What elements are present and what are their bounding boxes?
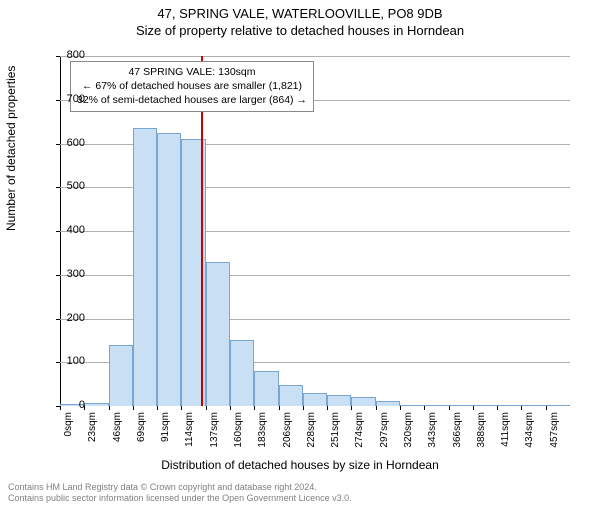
x-tick-label: 137sqm — [209, 412, 220, 462]
annotation-box: 47 SPRING VALE: 130sqm ← 67% of detached… — [70, 61, 314, 112]
histogram-bar — [84, 403, 108, 407]
footer-line1: Contains HM Land Registry data © Crown c… — [8, 482, 352, 493]
histogram-bar — [351, 397, 375, 406]
page-title-address: 47, SPRING VALE, WATERLOOVILLE, PO8 9DB — [0, 6, 600, 21]
histogram-bar — [473, 405, 497, 406]
y-tick-label: 400 — [55, 224, 85, 236]
x-tick-mark — [206, 406, 207, 410]
x-tick-mark — [157, 406, 158, 410]
y-tick-label: 500 — [55, 180, 85, 192]
x-tick-mark — [230, 406, 231, 410]
y-tick-label: 700 — [55, 93, 85, 105]
histogram-bar — [279, 385, 303, 406]
x-tick-label: 228sqm — [306, 412, 317, 462]
x-tick-label: 46sqm — [112, 412, 123, 462]
x-tick-mark — [181, 406, 182, 410]
x-tick-label: 320sqm — [403, 412, 414, 462]
x-tick-mark — [133, 406, 134, 410]
x-tick-label: 0sqm — [63, 412, 74, 462]
x-tick-mark — [109, 406, 110, 410]
page-title-subtitle: Size of property relative to detached ho… — [0, 23, 600, 38]
x-tick-mark — [254, 406, 255, 410]
x-tick-label: 160sqm — [233, 412, 244, 462]
y-tick-label: 0 — [55, 399, 85, 411]
annotation-line1: 47 SPRING VALE: 130sqm — [77, 65, 307, 79]
x-tick-label: 251sqm — [330, 412, 341, 462]
x-tick-mark — [449, 406, 450, 410]
histogram-bar — [109, 345, 133, 406]
x-tick-label: 206sqm — [282, 412, 293, 462]
x-tick-label: 183sqm — [257, 412, 268, 462]
x-tick-label: 411sqm — [500, 412, 511, 462]
annotation-line2: ← 67% of detached houses are smaller (1,… — [77, 79, 307, 93]
y-tick-label: 300 — [55, 268, 85, 280]
histogram-bar — [376, 401, 400, 406]
x-tick-mark — [546, 406, 547, 410]
x-tick-mark — [327, 406, 328, 410]
histogram-bar — [497, 405, 521, 406]
x-tick-label: 343sqm — [427, 412, 438, 462]
y-tick-label: 800 — [55, 49, 85, 61]
histogram-bar — [254, 371, 278, 406]
x-tick-label: 297sqm — [379, 412, 390, 462]
x-tick-mark — [303, 406, 304, 410]
histogram-bar — [327, 395, 351, 406]
x-tick-label: 366sqm — [452, 412, 463, 462]
histogram-bar — [521, 405, 545, 406]
histogram-bar — [424, 405, 448, 406]
x-tick-mark — [351, 406, 352, 410]
gridline — [60, 56, 570, 57]
histogram-bar — [303, 393, 327, 406]
y-tick-label: 100 — [55, 355, 85, 367]
x-tick-label: 388sqm — [476, 412, 487, 462]
footer-attribution: Contains HM Land Registry data © Crown c… — [8, 482, 352, 504]
x-tick-label: 274sqm — [354, 412, 365, 462]
x-tick-mark — [279, 406, 280, 410]
x-tick-label: 69sqm — [136, 412, 147, 462]
histogram-bar — [157, 133, 181, 406]
y-tick-label: 200 — [55, 312, 85, 324]
x-tick-label: 457sqm — [549, 412, 560, 462]
histogram-bar — [230, 340, 254, 406]
x-tick-mark — [497, 406, 498, 410]
annotation-line3: 32% of semi-detached houses are larger (… — [77, 93, 307, 107]
x-tick-label: 114sqm — [184, 412, 195, 462]
histogram-bar — [400, 405, 424, 406]
y-tick-label: 600 — [55, 137, 85, 149]
x-tick-label: 91sqm — [160, 412, 171, 462]
x-tick-label: 23sqm — [87, 412, 98, 462]
x-tick-label: 434sqm — [524, 412, 535, 462]
x-tick-mark — [376, 406, 377, 410]
histogram-bar — [449, 405, 473, 406]
x-tick-mark — [473, 406, 474, 410]
histogram-bar — [206, 262, 230, 406]
y-axis-label: Number of detached properties — [4, 66, 18, 231]
x-tick-mark — [424, 406, 425, 410]
footer-line2: Contains public sector information licen… — [8, 493, 352, 504]
x-tick-mark — [400, 406, 401, 410]
histogram-bar — [133, 128, 157, 406]
x-tick-mark — [521, 406, 522, 410]
histogram-bar — [546, 405, 570, 406]
